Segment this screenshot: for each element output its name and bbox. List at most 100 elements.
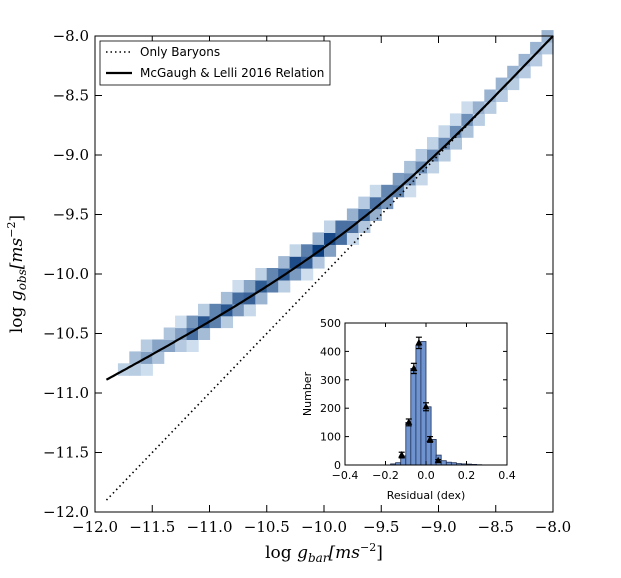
main-x-axis-label: log gbar[ms−2] [265,541,383,565]
main-y-axis-label: log gobs[ms−2] [5,215,29,333]
heatmap-cell [243,280,256,293]
y-label-sub: obs [15,269,29,290]
heatmap-cell [427,160,440,174]
heatmap-cell [495,89,508,102]
x-label-var: g [297,543,308,563]
histogram-bar [410,367,417,466]
heatmap-cell [255,291,268,305]
legend-label-mcgaugh-lelli: McGaugh & Lelli 2016 Relation [140,66,324,80]
error-point-marker [415,338,423,346]
legend: Only Baryons McGaugh & Lelli 2016 Relati… [99,40,331,86]
inset-y-tick-label: 100 [320,431,341,444]
heatmap-cell [449,113,462,126]
heatmap-cell [335,220,348,233]
heatmap-cell [507,77,520,91]
heatmap-cell [427,149,440,162]
heatmap-cell [324,244,337,257]
heatmap-cell [404,184,417,198]
heatmap-cell [541,41,554,55]
inset-y-tick-label: 0 [334,459,341,472]
y-tick-label: −10.5 [43,325,89,343]
y-tick-label: −9.0 [53,146,89,164]
heatmap-cell [438,125,451,138]
inset-axis-ticks: −0.4 −0.2 0.0 0.2 0.4 0 100 200 300 400 500 [320,317,516,482]
x-label-sub: bar [308,551,330,565]
error-point-marker [398,451,406,458]
heatmap-cell [278,280,291,293]
heatmap-cell [415,172,428,186]
inset-x-tick-label: 0.0 [417,469,435,482]
histogram-bar [425,406,432,466]
inset-x-axis-label: Residual (dex) [387,489,466,502]
heatmap-cell [530,53,543,67]
main-heatmap [117,30,554,376]
heatmap-cell [392,184,405,198]
heatmap-cell [289,244,302,257]
y-label-unit: [ms [7,237,27,269]
heatmap-cell [175,339,188,352]
heatmap-cell [324,220,337,233]
heatmap-cell [278,256,291,269]
heatmap-cell [266,268,279,281]
error-point-marker [422,402,430,410]
x-label-close: ] [376,543,383,563]
heatmap-cell [129,351,142,364]
x-tick-label: −9.5 [363,518,399,536]
inset-x-tick-label: 0.4 [498,469,516,482]
heatmap-cell [415,149,428,162]
heatmap-cell [255,268,268,281]
x-tick-label: −11.5 [129,518,175,536]
heatmap-cell [438,137,451,150]
inset-error-points [398,336,442,464]
x-tick-label: −10.5 [244,518,290,536]
heatmap-cell [198,315,211,329]
x-label-unit: [ms [329,543,361,563]
y-tick-label: −11.5 [43,444,89,462]
heatmap-cell [358,196,371,210]
heatmap-cell [312,232,325,245]
legend-label-only-baryons: Only Baryons [140,45,220,59]
legend-box [99,40,331,86]
histogram-bar [405,421,412,466]
heatmap-cell [163,327,176,340]
inset-y-axis-label: Number [301,371,314,416]
x-tick-label: −10.0 [301,518,347,536]
y-tick-label: −9.5 [53,206,89,224]
heatmap-cell [140,339,153,352]
heatmap-cell [255,280,268,293]
error-point-marker [410,364,418,371]
heatmap-cell [140,363,153,376]
heatmap-cell [220,315,233,329]
heatmap-cell [312,256,325,269]
heatmap-cell [461,113,474,126]
heatmap-cell [346,208,359,221]
heatmap-cell [484,101,497,114]
heatmap-cell [186,315,199,329]
heatmap-cell [427,137,440,150]
x-tick-label: −8.0 [535,518,571,536]
heatmap-cell [152,351,165,364]
main-lines [105,35,554,501]
x-label-prefix: log [265,543,297,563]
heatmap-cell [358,220,371,233]
error-point-marker [426,435,434,442]
inset-x-tick-label: −0.4 [332,469,359,482]
x-tick-label: −8.5 [478,518,514,536]
heatmap-cell [369,208,382,221]
inset-y-tick-label: 500 [320,317,341,330]
heatmap-cell [175,315,188,329]
heatmap-cell [220,291,233,305]
heatmap-cell [301,268,314,281]
error-point-marker [434,456,442,464]
x-label-exp: −2 [360,541,376,554]
y-label-close: ] [7,215,27,222]
heatmap-cell [243,303,256,317]
inset-y-tick-label: 400 [320,345,341,358]
histogram-bar [430,438,437,466]
y-label-exp: −2 [5,222,18,238]
inset-x-tick-label: −0.2 [372,469,399,482]
mcgaugh-lelli-relation-line [105,35,554,381]
histogram-bar [440,460,447,466]
heatmap-cell [518,65,531,79]
